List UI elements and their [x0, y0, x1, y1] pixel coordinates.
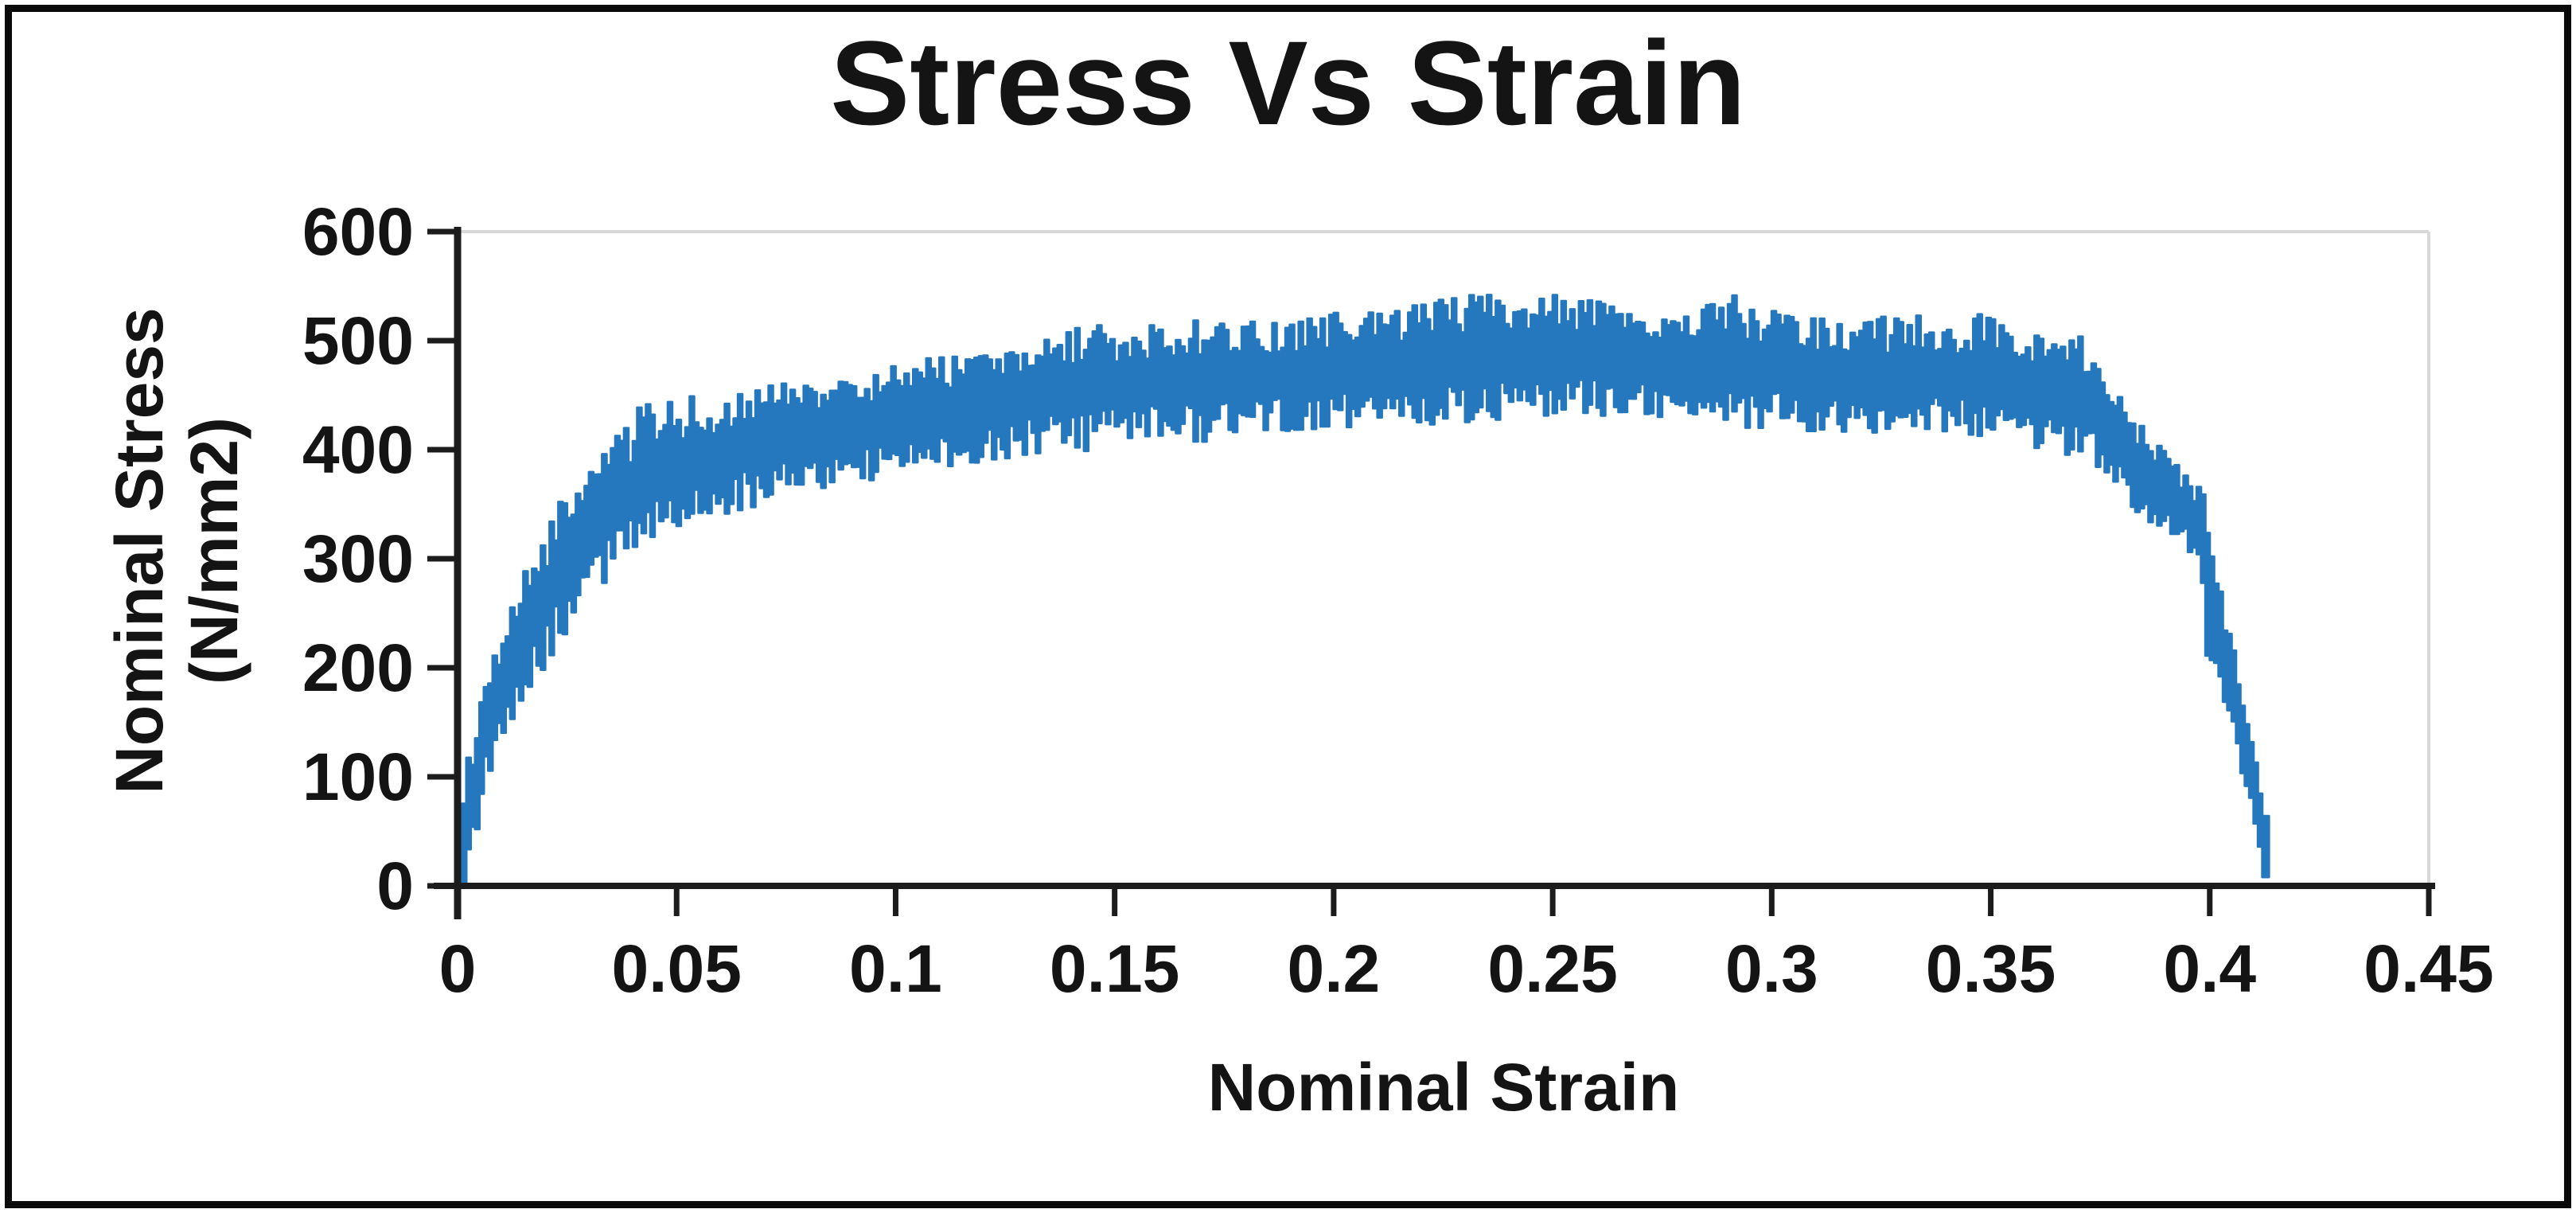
y-tick-label: 300 — [302, 521, 414, 596]
x-tick-label: 0.25 — [1487, 931, 1618, 1006]
chart-title: Stress Vs Strain — [830, 16, 1746, 150]
x-axis-title: Nominal Strain — [1207, 1050, 1680, 1125]
y-tick-label: 500 — [302, 303, 414, 378]
y-axis-title-line1: Nominal Stress — [101, 307, 177, 794]
y-tick-label: 600 — [302, 194, 414, 269]
stress-strain-curve — [456, 294, 2270, 887]
x-tick-label: 0.4 — [2163, 931, 2257, 1006]
x-tick-label: 0.2 — [1287, 931, 1381, 1006]
x-tick-label: 0.35 — [1925, 931, 2056, 1006]
y-tick-label: 200 — [302, 630, 414, 705]
y-tick-label: 0 — [376, 848, 414, 923]
x-tick-label: 0.45 — [2364, 931, 2494, 1006]
y-tick-label: 100 — [302, 739, 414, 814]
x-tick-label: 0.3 — [1724, 931, 1818, 1006]
x-tick-label: 0.15 — [1049, 931, 1180, 1006]
y-tick-label: 400 — [302, 412, 414, 487]
x-tick-label: 0.1 — [849, 931, 942, 1006]
x-tick-label: 0 — [438, 931, 477, 1006]
x-tick-label: 0.05 — [611, 931, 742, 1006]
